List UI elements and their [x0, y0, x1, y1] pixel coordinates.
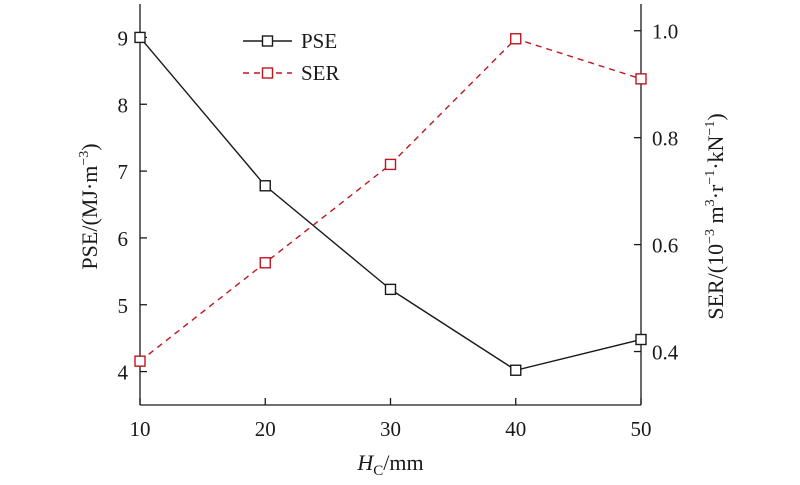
data-point-ser: [635, 73, 647, 85]
data-point-pse: [384, 283, 397, 296]
data-point-pse: [134, 31, 146, 44]
series-line-ser: [139, 37, 642, 362]
x-axis-title-main: H: [356, 450, 374, 475]
data-point-pse: [259, 180, 271, 192]
x-axis-title-sub: C: [373, 463, 383, 479]
legend: PSE SER: [243, 29, 340, 85]
legend-label-ser: SER: [301, 61, 340, 85]
data-point-ser: [259, 257, 271, 269]
left-y-title-part: PSE/(MJ·m: [77, 166, 102, 270]
legend-label-pse: PSE: [301, 29, 337, 53]
left-y-tick-label: 6: [118, 227, 129, 251]
right-y-title-part: m: [703, 206, 728, 229]
right-y-title-part: ): [703, 113, 728, 120]
right-y-title-sup: −3: [703, 229, 718, 244]
right-y-title-sup: −1: [703, 170, 718, 185]
left-y-tick-label: 8: [118, 93, 129, 117]
left-y-tick-label: 7: [118, 160, 129, 184]
left-y-tick-label: 4: [118, 361, 129, 385]
x-axis-title-rest: /mm: [383, 450, 423, 475]
right-y-tick-label: 1.0: [652, 20, 678, 44]
left-y-tick-label: 9: [118, 26, 129, 50]
x-tick-label: 10: [130, 417, 151, 441]
right-y-title-sup: −1: [703, 121, 718, 136]
data-point-pse: [510, 364, 522, 376]
left-y-title-part: ): [77, 143, 102, 150]
legend-marker-pse: [261, 35, 274, 47]
right-y-tick-label: 0.4: [652, 341, 679, 365]
x-axis-title: HC/mm: [356, 450, 423, 479]
left-y-title-sup: −3: [77, 151, 92, 166]
x-tick-label: 30: [380, 417, 401, 441]
right-y-axis-title: SER/(10−3 m3·r−1·kN−1): [703, 113, 728, 319]
right-y-tick-label: 0.8: [652, 127, 678, 151]
data-point-ser: [134, 355, 146, 367]
axes: 10 20 30 40 50 4 5 6 7 8 9 0.4 0.6 0.8 1.0 HC/mm PSE/(MJ…: [77, 4, 728, 479]
x-tick-label: 20: [255, 417, 276, 441]
right-y-title-part: ·r: [703, 184, 728, 199]
series-line-pse: [139, 36, 642, 371]
left-y-axis-title: PSE/(MJ·m−3): [77, 143, 102, 269]
right-y-tick-label: 0.6: [652, 234, 678, 258]
legend-marker-ser: [261, 67, 274, 79]
x-tick-label: 40: [505, 417, 526, 441]
data-point-ser: [510, 33, 522, 45]
x-tick-label: 50: [631, 417, 652, 441]
right-y-title-sup: 3: [703, 199, 718, 206]
right-y-title-part: ·kN: [703, 135, 728, 169]
right-y-title-part: SER/(10: [703, 244, 728, 320]
plot-area: [134, 31, 647, 376]
left-y-tick-label: 5: [118, 294, 129, 318]
data-point-ser: [384, 158, 397, 171]
data-point-pse: [635, 333, 647, 346]
